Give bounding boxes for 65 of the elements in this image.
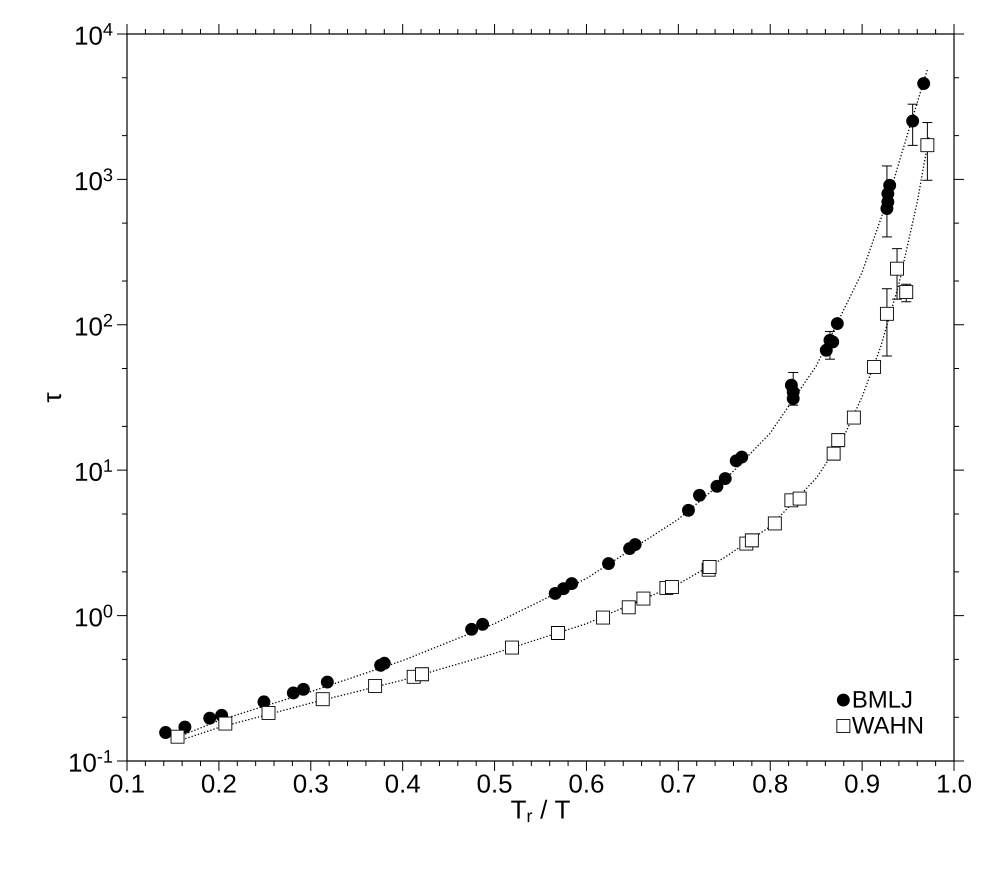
point [415,667,429,682]
point [596,610,610,625]
point [744,533,759,548]
point [826,446,841,461]
y-axis-title: τ [47,392,62,402]
point [920,138,934,152]
x-tick-label: 0.7 [661,774,696,793]
x-tick-label: 0.5 [478,774,512,793]
y-tick-label: 10$^{2}$ [76,314,112,336]
point [664,580,679,594]
x-tick-label: 0.6 [569,774,604,793]
x-tick-label: 0.9 [845,774,879,793]
point [880,306,894,321]
point [262,706,276,720]
point [693,488,706,502]
point [257,695,270,708]
point [368,679,382,693]
point [890,262,904,276]
point [710,480,724,493]
point [867,360,882,374]
point [159,726,172,739]
point [831,433,846,448]
point [203,712,216,725]
x-tick-label: 0.1 [110,774,144,793]
point [505,640,519,654]
y-tick-label: 10$^{-1}$ [70,750,112,772]
point [476,618,490,631]
point [286,686,300,700]
x-tick-label: 0.2 [202,774,236,793]
point [917,77,930,90]
point [899,285,914,299]
point [628,538,642,551]
y-tick-label: 10$^{4}$ [76,23,112,45]
point [218,716,232,730]
x-axis-title: T$_{r}$ / T [511,800,570,822]
legend-label: WAHN [852,717,922,734]
point [718,472,732,486]
point [768,516,782,530]
point [316,692,330,706]
point [682,504,695,517]
y-tick-label: 10$^{1}$ [76,459,112,482]
point [906,114,920,128]
point [830,317,844,330]
point [320,676,334,689]
point [551,626,565,640]
x-tick-label: 0.3 [294,774,328,793]
point [883,178,896,192]
point [296,682,310,696]
point [465,622,478,636]
point [170,730,184,744]
legend-label: BMLJ [854,691,912,708]
y-tick-label: 10$^{3}$ [76,168,112,190]
point [622,600,636,614]
point [702,560,717,574]
point [735,450,748,464]
point [846,410,861,425]
point [602,557,615,570]
x-tick-label: 0.8 [753,774,788,793]
point [565,577,578,590]
y-tick-label: 10$^{0}$ [76,604,112,627]
x-tick-label: 0.4 [386,774,420,793]
x-tick-label: 1.0 [938,774,971,793]
point [378,656,391,670]
point [636,592,650,606]
point [792,492,807,506]
